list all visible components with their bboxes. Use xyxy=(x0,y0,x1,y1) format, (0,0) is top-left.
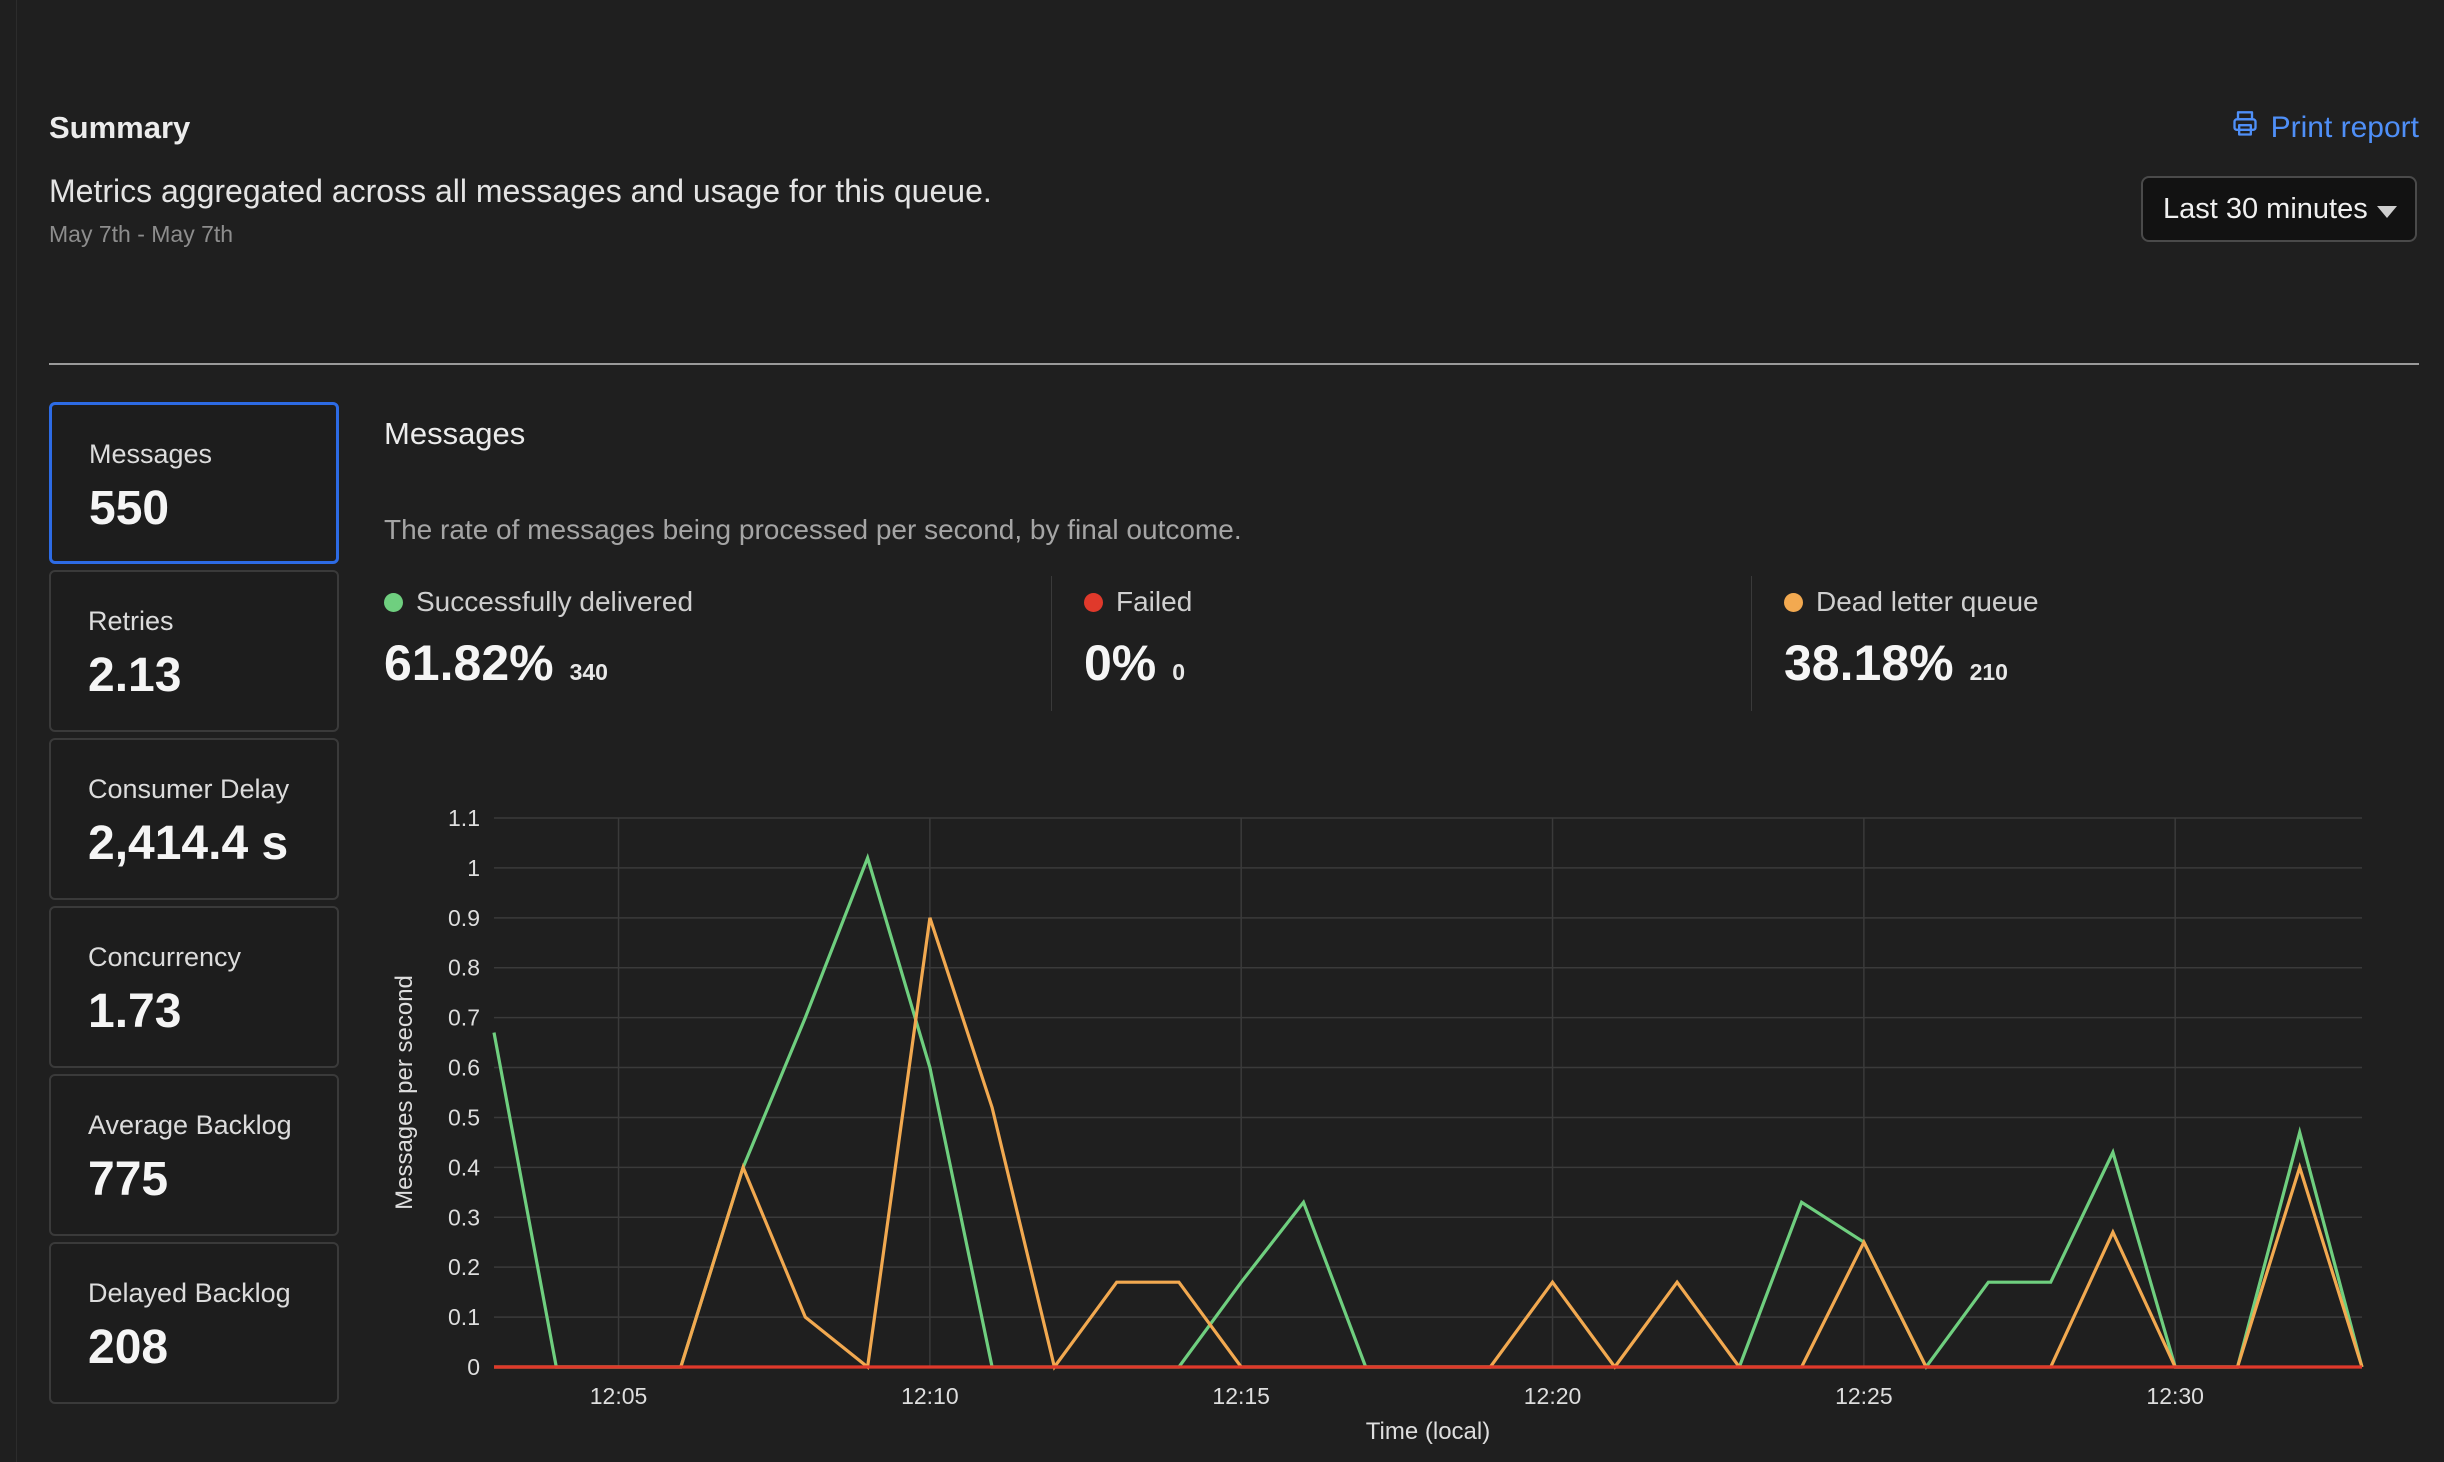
metric-label: Messages xyxy=(89,439,213,469)
print-report-link[interactable]: Print report xyxy=(2231,110,2419,146)
green-dot-icon xyxy=(384,592,403,612)
metric-value: 2.13 xyxy=(88,649,182,702)
metric-label: Consumer Delay xyxy=(88,774,290,804)
y-tick-label: 0.6 xyxy=(448,1055,480,1081)
metric-value: 775 xyxy=(88,1153,169,1206)
y-tick-label: 0 xyxy=(467,1354,480,1380)
series-line-dead-letter-queue xyxy=(494,917,2364,1371)
print-report-label: Print report xyxy=(2270,111,2419,144)
y-tick-label: 0.5 xyxy=(448,1104,480,1130)
stat-count: 340 xyxy=(569,659,608,685)
x-tick-label: 12:10 xyxy=(901,1383,959,1409)
metric-value: 550 xyxy=(89,482,170,535)
metric-card-messages[interactable]: Messages 550 xyxy=(49,402,339,564)
metric-card-consumer-delay[interactable]: Consumer Delay 2,414.4 s xyxy=(49,738,339,900)
stat-count: 0 xyxy=(1172,659,1186,685)
stat-dead-letter-queue: Dead letter queue 38.18% 210 xyxy=(1784,586,2039,692)
y-tick-label: 0.7 xyxy=(448,1005,480,1031)
metric-card-retries[interactable]: Retries 2.13 xyxy=(49,570,339,732)
messages-line-chart: 0 0.1 0.2 0.3 0.4 0.5 0.6 0.7 0.8 0.9 1 1.1 12:05 12:… xyxy=(391,805,2364,1445)
y-tick-label: 1.1 xyxy=(448,805,480,831)
y-tick-label: 0.1 xyxy=(448,1304,480,1330)
stat-separator xyxy=(1051,576,1052,711)
stat-label: Successfully delivered xyxy=(416,586,694,617)
x-tick-label: 12:20 xyxy=(1524,1383,1582,1409)
y-tick-label: 0.8 xyxy=(448,955,480,981)
red-dot-icon xyxy=(1084,592,1103,612)
series-line-successfully-delivered xyxy=(492,852,2364,1371)
time-range-select[interactable]: Last 30 minutes xyxy=(2141,176,2417,242)
x-tick-label: 12:30 xyxy=(2146,1383,2204,1409)
sidebar-edge xyxy=(16,0,17,1462)
stat-count: 210 xyxy=(1969,659,2008,685)
stat-separator xyxy=(1751,576,1752,711)
x-tick-label: 12:15 xyxy=(1212,1383,1270,1409)
metric-value: 208 xyxy=(88,1321,169,1374)
summary-title: Summary xyxy=(49,110,191,145)
y-tick-label: 0.9 xyxy=(448,905,480,931)
metric-card-average-backlog[interactable]: Average Backlog 775 xyxy=(49,1074,339,1236)
panel-title: Messages xyxy=(384,416,526,451)
caret-down-icon xyxy=(2377,206,2397,218)
stat-percent: 61.82% xyxy=(384,635,554,691)
metric-card-concurrency[interactable]: Concurrency 1.73 xyxy=(49,906,339,1068)
stat-percent: 38.18% xyxy=(1784,635,1954,691)
summary-date-range: May 7th - May 7th xyxy=(49,221,234,247)
metric-value: 1.73 xyxy=(88,985,182,1038)
stat-successfully-delivered: Successfully delivered 61.82% 340 xyxy=(384,586,693,692)
summary-description: Metrics aggregated across all messages a… xyxy=(49,173,992,209)
metric-label: Average Backlog xyxy=(88,1110,292,1140)
metric-label: Concurrency xyxy=(88,942,242,972)
metric-value: 2,414.4 s xyxy=(88,817,289,870)
x-axis-title: Time (local) xyxy=(1366,1418,1490,1445)
x-tick-label: 12:05 xyxy=(590,1383,648,1409)
stat-label: Dead letter queue xyxy=(1816,586,2039,617)
y-tick-label: 0.4 xyxy=(448,1154,480,1180)
metric-card-delayed-backlog[interactable]: Delayed Backlog 208 xyxy=(49,1242,339,1404)
stat-percent: 0% xyxy=(1084,635,1157,691)
time-range-value: Last 30 minutes xyxy=(2163,192,2368,225)
panel-description: The rate of messages being processed per… xyxy=(384,514,1242,545)
y-tick-label: 0.2 xyxy=(448,1254,480,1280)
y-tick-label: 1 xyxy=(467,855,480,881)
metric-label: Retries xyxy=(88,606,174,636)
orange-dot-icon xyxy=(1784,592,1803,612)
stat-label: Failed xyxy=(1116,586,1193,617)
printer-icon xyxy=(2231,110,2259,146)
x-tick-label: 12:25 xyxy=(1835,1383,1893,1409)
metric-label: Delayed Backlog xyxy=(88,1278,291,1308)
y-tick-label: 0.3 xyxy=(448,1204,480,1230)
y-axis-title: Messages per second xyxy=(391,975,418,1210)
stat-failed: Failed 0% 0 xyxy=(1084,586,1192,692)
section-divider xyxy=(49,363,2419,365)
